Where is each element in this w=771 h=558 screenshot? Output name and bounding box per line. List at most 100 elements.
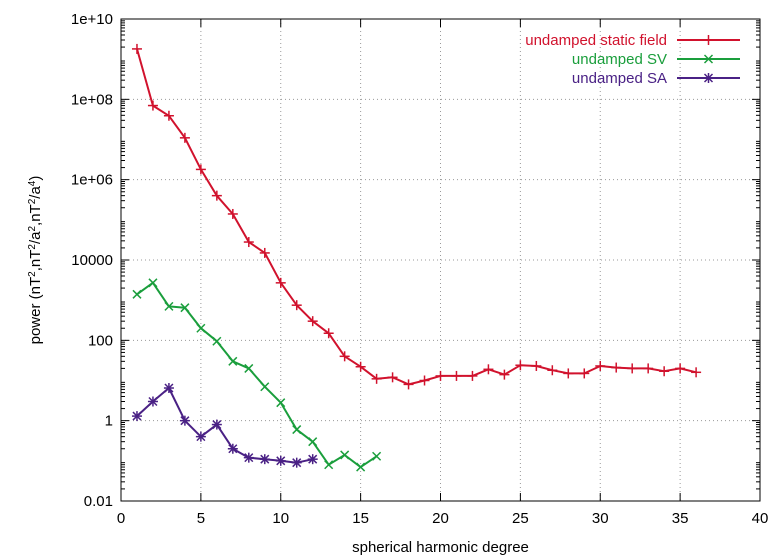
- data-point: [147, 396, 158, 407]
- data-point: [387, 372, 398, 383]
- legend-swatch-marker: [703, 73, 714, 83]
- y-tick-label: 100: [88, 332, 113, 349]
- x-tick-label: 40: [752, 510, 769, 527]
- data-point: [356, 462, 366, 472]
- data-point: [355, 361, 366, 372]
- data-point: [579, 368, 590, 379]
- legend-swatch-marker: [703, 35, 714, 45]
- data-point: [179, 415, 190, 426]
- data-point: [339, 351, 350, 362]
- y-tick-label: 10000: [71, 252, 113, 269]
- data-point: [211, 190, 222, 201]
- data-point: [163, 383, 174, 394]
- data-point: [180, 303, 190, 313]
- data-point: [164, 301, 174, 311]
- grid-lines: [121, 19, 760, 501]
- data-point: [499, 369, 510, 380]
- data-point: [147, 100, 158, 111]
- legend-label: undamped static field: [525, 32, 667, 49]
- data-point: [659, 366, 670, 377]
- x-tick-label: 15: [352, 510, 369, 527]
- x-tick-label: 25: [512, 510, 529, 527]
- data-point: [259, 454, 270, 465]
- data-point: [148, 278, 158, 288]
- data-point: [196, 323, 206, 333]
- data-point: [531, 360, 542, 371]
- data-point: [243, 452, 254, 463]
- x-tick-label: 10: [272, 510, 289, 527]
- data-point: [323, 328, 334, 339]
- data-point: [515, 360, 526, 371]
- data-point: [467, 370, 478, 381]
- data-point: [371, 373, 382, 384]
- data-point: [675, 363, 686, 374]
- legend-item: undamped static field: [525, 32, 740, 49]
- data-point: [340, 450, 350, 460]
- legend: undamped static field undamped SV undamped…: [525, 32, 740, 87]
- legend-swatch-marker: [703, 54, 714, 64]
- data-point: [244, 363, 254, 373]
- legend-item: undamped SV: [572, 51, 740, 68]
- axis-ticks: 0 5 10 15 20 25 30 35 40 0.01 1 100 10000 1e+06 1e+08 1…: [71, 11, 768, 527]
- data-point: [563, 368, 574, 379]
- data-point: [179, 132, 190, 143]
- data-point: [291, 457, 302, 468]
- series-1: [131, 43, 702, 390]
- data-point: [419, 375, 430, 386]
- data-point: [547, 365, 558, 376]
- data-point: [292, 425, 302, 435]
- x-tick-label: 5: [197, 510, 205, 527]
- data-point: [611, 362, 622, 373]
- x-tick-label: 0: [117, 510, 125, 527]
- series-line: [136, 48, 697, 386]
- data-point: [195, 431, 206, 442]
- data-point: [227, 443, 238, 454]
- data-point: [691, 367, 702, 378]
- data-point: [324, 460, 334, 470]
- y-tick-label: 1: [105, 413, 113, 430]
- data-point: [291, 300, 302, 311]
- data-point: [132, 289, 142, 299]
- y-tick-label: 0.01: [84, 493, 113, 510]
- data-point: [227, 208, 238, 219]
- data-point: [275, 277, 286, 288]
- x-tick-label: 35: [672, 510, 689, 527]
- series-3: [131, 383, 318, 468]
- series-line: [136, 281, 378, 469]
- data-point: [643, 363, 654, 374]
- y-tick-label: 1e+06: [71, 172, 113, 189]
- series-layer: [131, 43, 702, 472]
- legend-item: undamped SA: [572, 70, 740, 87]
- data-point: [259, 247, 270, 258]
- x-axis-label: spherical harmonic degree: [352, 539, 529, 556]
- data-point: [403, 379, 414, 390]
- legend-label: undamped SA: [572, 70, 667, 87]
- data-point: [131, 43, 142, 54]
- data-point: [131, 411, 142, 422]
- data-point: [435, 370, 446, 381]
- data-point: [483, 364, 494, 375]
- series-2: [132, 278, 382, 472]
- data-point: [276, 398, 286, 408]
- y-axis-label: power (nT2,nT2/a2,nT2/a4): [27, 176, 45, 345]
- data-point: [211, 419, 222, 430]
- data-point: [307, 454, 318, 465]
- data-point: [163, 110, 174, 121]
- data-point: [212, 336, 222, 346]
- data-point: [228, 356, 238, 366]
- data-point: [308, 437, 318, 447]
- data-point: [260, 382, 270, 392]
- data-point: [275, 455, 286, 466]
- legend-label: undamped SV: [572, 51, 667, 68]
- data-point: [595, 360, 606, 371]
- y-tick-label: 1e+08: [71, 91, 113, 108]
- data-point: [307, 316, 318, 327]
- data-point: [372, 451, 382, 461]
- x-tick-label: 30: [592, 510, 609, 527]
- x-tick-label: 20: [432, 510, 449, 527]
- data-point: [195, 164, 206, 175]
- y-tick-label: 1e+10: [71, 11, 113, 28]
- series-line: [136, 387, 313, 464]
- data-point: [243, 237, 254, 248]
